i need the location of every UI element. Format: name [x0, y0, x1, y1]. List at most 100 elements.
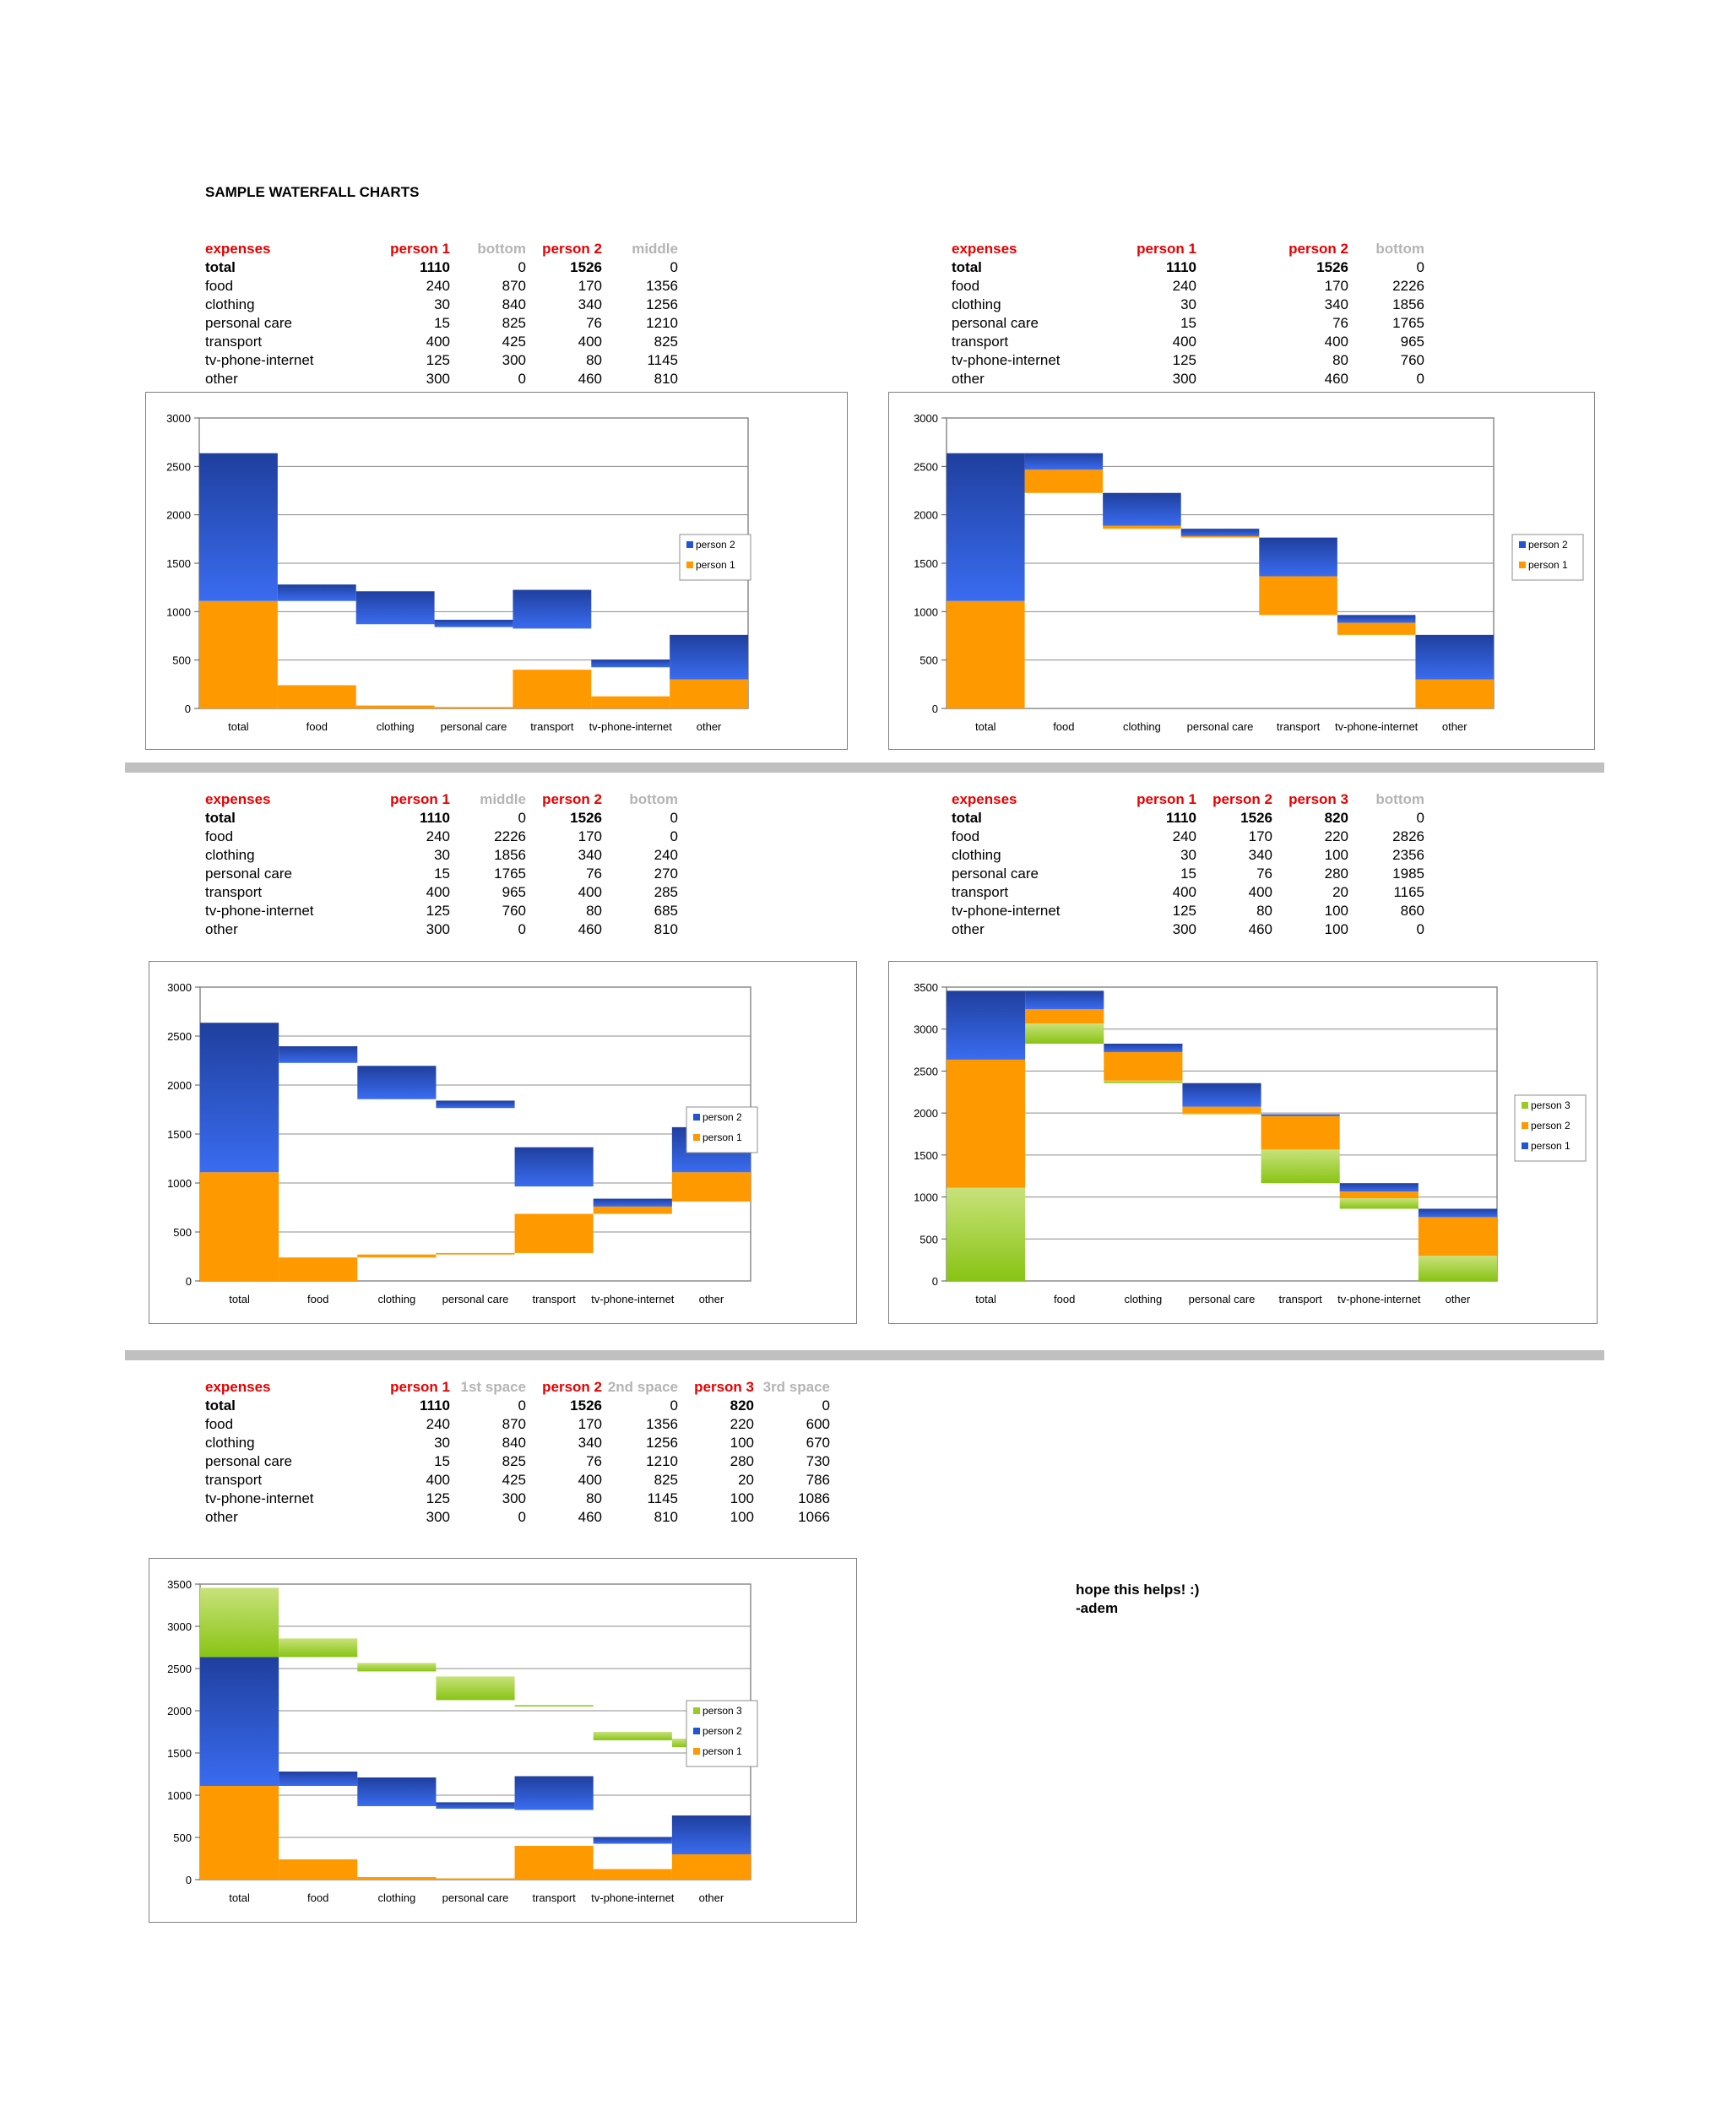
- table-cell: 2826: [1392, 828, 1424, 844]
- table-cell: 100: [1324, 847, 1348, 863]
- table-cell: 1256: [646, 1435, 678, 1451]
- table-cell: 0: [670, 828, 678, 844]
- y-tick-label: 3500: [167, 1578, 192, 1591]
- bar: [1182, 1083, 1261, 1107]
- table-row: clothing 30 340 100 2356: [952, 846, 1424, 865]
- bar: [277, 685, 356, 708]
- table-cell: 825: [502, 1453, 526, 1469]
- row-label: food: [205, 278, 234, 294]
- y-tick-label: 3000: [914, 412, 938, 425]
- table-row: transport 400 965 400 285: [205, 883, 678, 902]
- table-cell: 786: [806, 1472, 830, 1488]
- table-cell: 0: [518, 371, 526, 387]
- table-cell: 170: [578, 828, 602, 844]
- table-cell: 400: [578, 1472, 602, 1488]
- table-cell: 76: [1256, 866, 1272, 882]
- table-cell: 1856: [1392, 296, 1424, 312]
- table-cell: 0: [518, 1397, 526, 1414]
- table-header: bottom: [1375, 791, 1424, 807]
- table-cell: 760: [502, 903, 526, 919]
- table-cell: 400: [426, 334, 450, 350]
- bar: [947, 1187, 1026, 1281]
- table-cell: 810: [654, 371, 678, 387]
- table-row: total 1110 1526 820 0: [952, 809, 1424, 828]
- table-row: total 1110 0 1526 0: [205, 809, 678, 828]
- y-tick-label: 500: [173, 1226, 192, 1239]
- table-cell: 460: [1248, 921, 1272, 937]
- table-row: food 240 170 220 2826: [952, 828, 1424, 846]
- table-header: expenses: [205, 791, 271, 807]
- row-label: food: [952, 278, 980, 294]
- legend-swatch: [693, 1707, 700, 1714]
- x-tick-label: clothing: [377, 1891, 415, 1904]
- table-cell: 30: [1180, 847, 1196, 863]
- row-label: personal care: [952, 866, 1039, 882]
- bar: [279, 1859, 358, 1880]
- table-row: tv-phone-internet 125 80 760: [952, 351, 1424, 370]
- y-tick-label: 2500: [167, 1030, 192, 1043]
- row-label: transport: [205, 334, 263, 350]
- row-label: other: [205, 1509, 238, 1525]
- y-tick-label: 1000: [166, 605, 191, 618]
- bar: [1418, 1208, 1497, 1218]
- y-tick-label: 3500: [914, 981, 938, 994]
- table-header: person 1: [390, 1379, 450, 1395]
- x-tick-label: tv-phone-internet: [1335, 720, 1419, 733]
- table-cell: 0: [518, 1509, 526, 1525]
- bar: [357, 1877, 437, 1880]
- table-cell: 1985: [1392, 866, 1424, 882]
- table-cell: 1765: [494, 866, 526, 882]
- row-label: total: [205, 259, 236, 275]
- legend-swatch: [693, 1134, 700, 1141]
- y-tick-label: 0: [932, 1275, 938, 1288]
- table-cell: 80: [586, 903, 602, 919]
- table-cell: 460: [578, 371, 602, 387]
- legend: person 2 person 1: [679, 534, 751, 581]
- table-row: other 300 0 460 810 100 1066: [205, 1508, 830, 1527]
- table-header: person 1: [1137, 241, 1196, 257]
- table-row: food 240 2226 170 0: [205, 828, 678, 846]
- y-tick-label: 3000: [914, 1023, 938, 1036]
- table-cell: 870: [502, 278, 526, 294]
- table-cell: 15: [1180, 866, 1196, 882]
- table-cell: 1145: [647, 1490, 678, 1506]
- table-cell: 125: [426, 903, 450, 919]
- table-row: total 1110 0 1526 0: [205, 258, 678, 277]
- y-tick-label: 1500: [166, 557, 191, 570]
- bar: [1182, 1113, 1261, 1115]
- x-tick-label: transport: [1277, 720, 1321, 733]
- bar: [1261, 1115, 1340, 1150]
- x-tick-label: clothing: [377, 1293, 415, 1305]
- bar: [1415, 679, 1494, 708]
- bar: [1415, 634, 1494, 680]
- table-cell: 1765: [1392, 315, 1424, 331]
- table-cell: 810: [654, 921, 678, 937]
- bar: [1025, 1009, 1104, 1024]
- waterfall-chart-3: 0 500 1000 1500 2000 2500 3000 total food clothin…: [149, 961, 857, 1324]
- table-header: person 2: [1212, 791, 1272, 807]
- table-cell: 76: [586, 315, 602, 331]
- x-tick-label: tv-phone-internet: [591, 1293, 675, 1305]
- x-tick-label: clothing: [377, 720, 415, 733]
- legend-label: person 3: [703, 1705, 742, 1717]
- note-line-1: hope this helps! :): [1076, 1582, 1200, 1598]
- bar: [671, 1815, 751, 1854]
- bar: [1104, 1051, 1183, 1081]
- y-tick-label: 1000: [914, 1191, 938, 1204]
- row-label: clothing: [205, 1435, 255, 1451]
- table-cell: 30: [434, 296, 450, 312]
- table-cell: 170: [1248, 828, 1272, 844]
- x-tick-label: personal care: [442, 1293, 509, 1305]
- x-tick-label: food: [307, 720, 328, 733]
- table-cell: 820: [730, 1397, 754, 1414]
- table-cell: 400: [1324, 334, 1348, 350]
- table-header: expenses: [952, 241, 1017, 257]
- x-tick-label: transport: [1278, 1293, 1322, 1305]
- table-cell: 100: [730, 1435, 754, 1451]
- bar: [1339, 1183, 1419, 1192]
- table-cell: 0: [1416, 921, 1424, 937]
- bar: [200, 1172, 279, 1281]
- table-row: transport 400 400 20 1165: [952, 883, 1424, 902]
- table-cell: 76: [586, 1453, 602, 1469]
- bar: [1180, 529, 1260, 536]
